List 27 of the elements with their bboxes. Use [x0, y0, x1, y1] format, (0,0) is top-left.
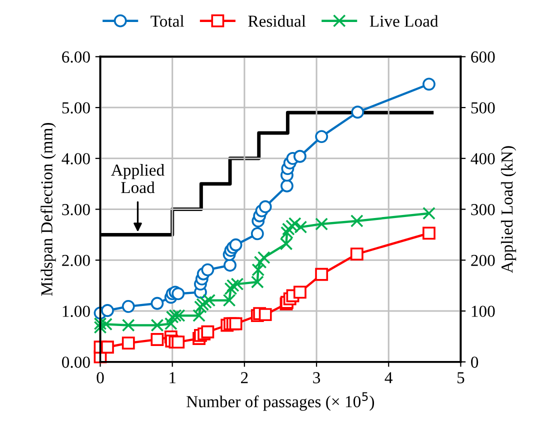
y2-tick-label: 400	[470, 153, 495, 164]
y-axis-title: Midspan Deflection (mm)	[40, 123, 56, 296]
y2-tick-label: 600	[471, 51, 495, 63]
y-tick-label: 5.00	[62, 102, 90, 114]
x-tick-label: 1	[170, 372, 176, 384]
y2-tick-label: 300	[471, 204, 495, 216]
y-tick-label: 6.00	[62, 51, 90, 63]
y2-tick-label: 500	[471, 102, 495, 114]
y-tick-label: 3.00	[62, 204, 90, 216]
x-axis-title: Number of passages (× 10$^{5}$)	[186, 392, 374, 411]
legend-label: Residual	[248, 15, 306, 27]
y-tick-label: 2.00	[62, 254, 90, 266]
y-tick-label: 4.00	[62, 153, 90, 164]
x-tick-label: 0	[96, 372, 104, 384]
x-tick-label: 5	[458, 372, 464, 384]
y2-tick-label: 100	[472, 306, 495, 317]
x-tick-label: 2	[241, 372, 248, 384]
y2-tick-label: 0	[471, 356, 478, 368]
y2-axis-title: Applied Load (kN)	[500, 146, 516, 273]
x-tick-label: 3	[313, 372, 320, 384]
y-tick-label: 1.00	[62, 306, 90, 318]
y2-tick-label: 200	[471, 254, 495, 266]
legend-label: Total	[150, 15, 184, 27]
legend-label: Live Load	[370, 15, 438, 27]
annotation: Applied Load	[111, 164, 164, 194]
y-tick-label: 0.00	[62, 356, 90, 368]
x-tick-label: 4	[384, 372, 393, 384]
